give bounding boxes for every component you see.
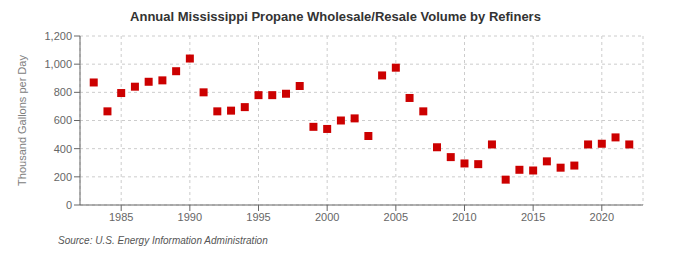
- svg-text:Thousand Gallons per Day: Thousand Gallons per Day: [16, 55, 28, 186]
- svg-text:2015: 2015: [521, 211, 545, 223]
- svg-text:600: 600: [54, 114, 72, 126]
- svg-text:400: 400: [54, 143, 72, 155]
- svg-text:2020: 2020: [590, 211, 614, 223]
- svg-text:1,000: 1,000: [44, 58, 72, 70]
- svg-text:1990: 1990: [178, 211, 202, 223]
- svg-text:0: 0: [66, 199, 72, 211]
- html-text:Annual Mississippi Propane Who: Annual Mississippi Propane Wholesale/Res…: [130, 9, 541, 24]
- svg-text:2000: 2000: [315, 211, 339, 223]
- svg-text:1995: 1995: [246, 211, 270, 223]
- svg-text:800: 800: [54, 86, 72, 98]
- svg-text:1,200: 1,200: [44, 30, 72, 42]
- svg-text:200: 200: [54, 171, 72, 183]
- svg-text:2010: 2010: [452, 211, 476, 223]
- html-text:Source: U.S. Energy Informatio: Source: U.S. Energy Information Administ…: [58, 235, 268, 246]
- svg-text:1985: 1985: [109, 211, 133, 223]
- svg-text:2005: 2005: [384, 211, 408, 223]
